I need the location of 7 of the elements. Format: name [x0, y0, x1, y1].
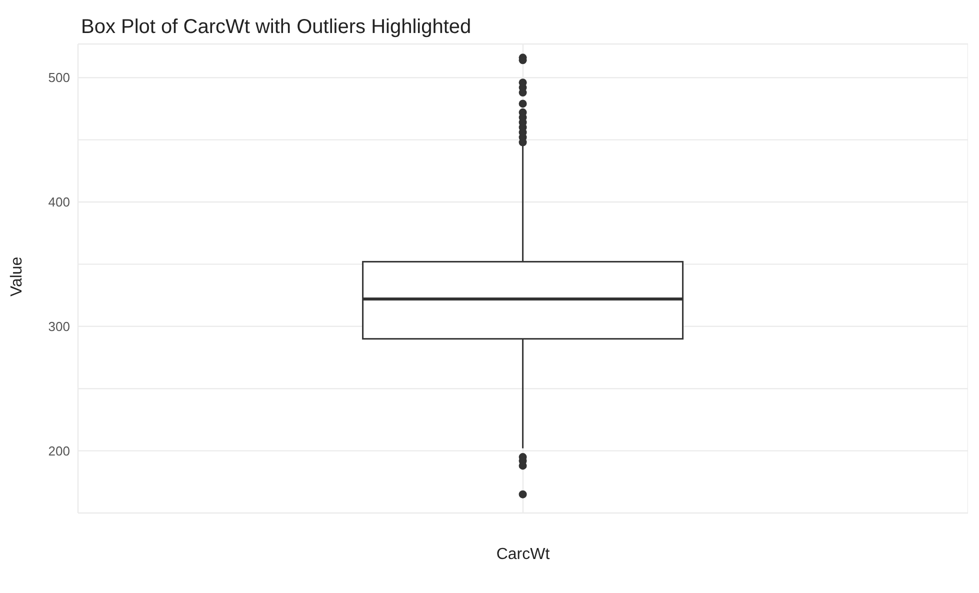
- y-axis-title: Value: [8, 256, 26, 296]
- y-tick-label: 400: [48, 194, 70, 210]
- y-tick-label: 500: [48, 70, 70, 86]
- y-tick-label: 300: [48, 319, 70, 334]
- x-axis-title: CarcWt: [496, 546, 550, 563]
- y-tick-label: 200: [48, 443, 70, 458]
- chart-title: Box Plot of CarcWt with Outliers Highlighted: [81, 16, 472, 39]
